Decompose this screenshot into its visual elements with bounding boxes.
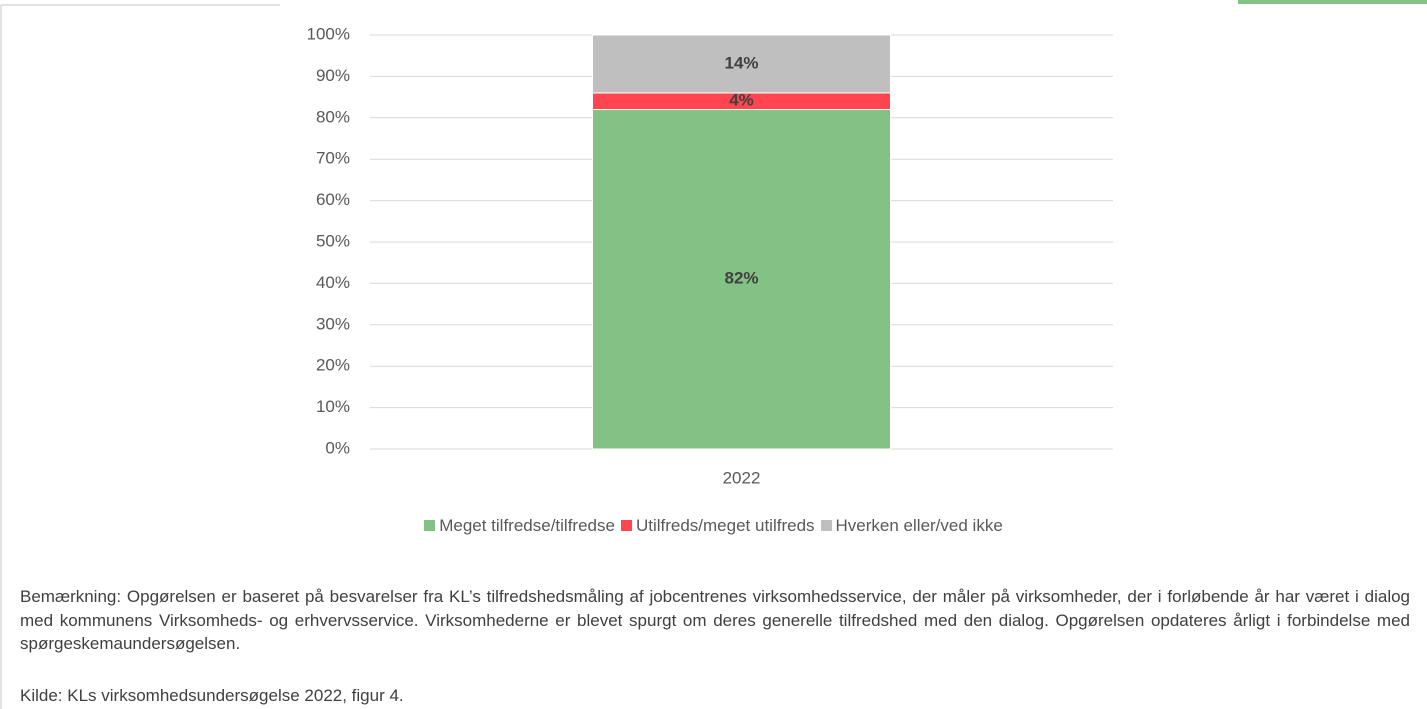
legend-label: Hverken eller/ved ikke xyxy=(835,516,1003,535)
y-tick-label: 60% xyxy=(316,190,350,209)
y-tick-label: 90% xyxy=(316,66,350,85)
y-tick-label: 100% xyxy=(307,24,350,43)
legend: Meget tilfredse/tilfredse Utilfreds/meget… xyxy=(0,516,1427,536)
legend-swatch xyxy=(820,520,832,531)
bar-segment xyxy=(592,109,891,450)
x-tick-label: 2022 xyxy=(723,468,761,487)
notes: Bemærkning: Opgørelsen er baseret på bes… xyxy=(20,587,1410,653)
legend-swatch xyxy=(424,520,436,531)
y-tick-label: 10% xyxy=(316,397,350,416)
legend-item: Utilfreds/meget utilfreds xyxy=(620,516,815,536)
legend-label: Meget tilfredse/tilfredse xyxy=(439,516,615,535)
decor xyxy=(1238,0,1427,4)
y-tick-label: 50% xyxy=(316,231,350,250)
legend-swatch xyxy=(620,520,632,531)
data-label: 14% xyxy=(724,53,758,72)
bar-segment xyxy=(592,34,891,94)
legend-label: Utilfreds/meget utilfreds xyxy=(635,516,815,535)
source: Kilde: KLs virksomhedsundersøgelse 2022,… xyxy=(20,686,404,705)
data-label: 82% xyxy=(724,269,758,288)
y-tick-label: 0% xyxy=(325,438,350,457)
y-tick-label: 30% xyxy=(316,314,350,333)
legend-item: Meget tilfredse/tilfredse xyxy=(424,516,615,536)
data-label: 4% xyxy=(729,91,754,110)
y-tick-label: 70% xyxy=(316,149,350,168)
y-tick-label: 80% xyxy=(316,107,350,126)
legend-item: Hverken eller/ved ikke xyxy=(820,516,1003,536)
y-tick-label: 20% xyxy=(316,356,350,375)
y-tick-label: 40% xyxy=(316,273,350,292)
